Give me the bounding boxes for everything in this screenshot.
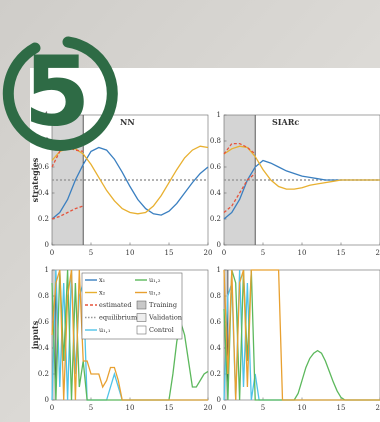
legend-label: x₂ — [99, 289, 106, 297]
x-tick-label: 0 — [50, 404, 54, 412]
x-tick-label: 20 — [376, 404, 380, 412]
x-tick-label: 20 — [376, 249, 380, 257]
series-line — [223, 145, 380, 190]
y-tick-label: 0.8 — [210, 292, 221, 300]
y-tick-label: 1 — [45, 266, 49, 274]
legend-label: x₁ — [99, 276, 106, 284]
legend: x₁ x₂ estimated equilibrium u₁,₁ u₁,₂ u₁,₃ Trai… — [81, 272, 183, 340]
y-tick-label: 1 — [45, 111, 49, 119]
y-tick-label: 0.8 — [38, 292, 49, 300]
subplot: 00.20.40.60.8105101520SIARc — [210, 111, 380, 257]
x-tick-label: 5 — [261, 404, 265, 412]
y-axis-label: inputs — [30, 320, 40, 349]
series-line — [51, 269, 208, 401]
y-tick-label: 0.2 — [210, 215, 221, 223]
y-tick-label: 0 — [217, 241, 221, 249]
series-line — [223, 173, 256, 213]
x-tick-label: 15 — [337, 249, 346, 257]
legend-swatch — [136, 325, 147, 335]
y-tick-label: 0.2 — [38, 215, 49, 223]
series-line — [51, 146, 209, 220]
x-tick-label: 5 — [89, 404, 93, 412]
legend-label: u₁,₁ — [99, 326, 111, 334]
series-line — [223, 269, 380, 401]
x-tick-label: 15 — [165, 404, 174, 412]
x-tick-label: 0 — [222, 249, 226, 257]
y-axis-label: strategies — [30, 157, 40, 202]
x-tick-label: 15 — [337, 404, 346, 412]
y-tick-label: 1 — [217, 266, 221, 274]
y-tick-label: 0.4 — [210, 344, 222, 352]
x-tick-label: 10 — [126, 404, 135, 412]
legend-box — [81, 272, 183, 340]
charts: 00.20.40.60.810 5 10 15 20NNstrategies00.20.… — [30, 111, 380, 412]
y-tick-label: 0.8 — [210, 137, 221, 145]
legend-swatch — [136, 300, 147, 310]
legend-swatch — [136, 313, 147, 322]
y-tick-label: 0.4 — [210, 189, 222, 197]
legend-label: u₁,₃ — [149, 289, 161, 297]
y-tick-label: 0.2 — [210, 370, 221, 378]
badge-ring — [2, 36, 118, 151]
legend-label: Control — [149, 326, 174, 334]
x-tick-label: 10 — [126, 249, 135, 257]
y-tick-label: 0.6 — [38, 318, 50, 326]
chart-title: SIARc — [272, 117, 299, 127]
x-tick-label: 5 — [261, 249, 265, 257]
legend-label: Validation — [148, 314, 182, 322]
y-tick-label: 0.4 — [38, 344, 50, 352]
x-tick-label: 10 — [298, 404, 307, 412]
y-tick-label: 0.6 — [38, 163, 50, 171]
y-tick-label: 0.6 — [210, 163, 222, 171]
y-tick-label: 0.6 — [210, 318, 222, 326]
y-tick-label: 0.4 — [38, 189, 50, 197]
legend-label: Training — [149, 301, 177, 309]
x-tick-label: 20 — [204, 404, 213, 412]
x-tick-label: 5 — [89, 249, 93, 257]
x-tick-label: 0 — [222, 404, 226, 412]
badge: 5 — [2, 35, 118, 151]
legend-label: u₁,₂ — [149, 276, 161, 284]
x-tick-label: 0 — [50, 249, 54, 257]
series-line — [51, 205, 84, 220]
x-tick-label: 10 — [298, 249, 307, 257]
legend-label: estimated — [99, 301, 132, 309]
y-tick-label: 0 — [217, 396, 221, 404]
y-tick-label: 0 — [45, 241, 49, 249]
series-line — [223, 142, 256, 155]
chart-title: NN — [120, 117, 135, 127]
x-tick-label: 15 — [165, 249, 174, 257]
y-tick-label: 0 — [45, 396, 49, 404]
y-tick-label: 0.2 — [38, 370, 49, 378]
y-tick-label: 1 — [217, 111, 221, 119]
x-tick-label: 20 — [204, 249, 213, 257]
badge-number: 5 — [24, 35, 91, 147]
legend-label: equilibrium — [99, 314, 137, 322]
